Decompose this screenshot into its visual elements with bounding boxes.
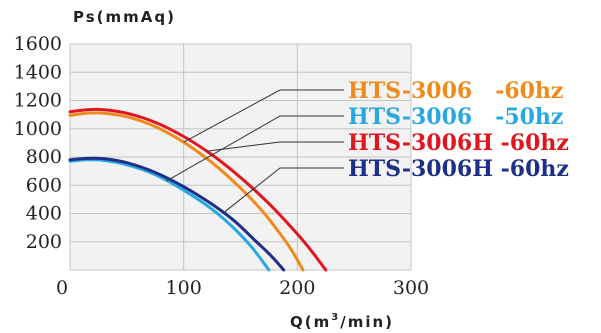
legend-label-1: HTS-3006 -60hz <box>348 78 563 104</box>
x-tick-label: 300 <box>393 277 429 299</box>
series-line-4 <box>68 156 286 272</box>
legend-leader-line <box>223 167 344 214</box>
legend-leader-line <box>206 141 344 152</box>
x-axis-title-superscript: 3 <box>331 312 340 323</box>
y-tick-label: 1600 <box>14 33 62 55</box>
legend-label-4: HTS-3006H -60hz <box>348 156 569 182</box>
y-tick-label: 800 <box>26 146 62 168</box>
series-line-1 <box>68 111 305 272</box>
x-axis-title: Q(m3/min) <box>290 312 394 331</box>
legend-label-3: HTS-3006H -60hz <box>348 130 569 156</box>
y-tick-label: 400 <box>26 203 62 225</box>
y-axis-title: Ps(mmAq) <box>73 8 176 26</box>
y-tick-label: 1200 <box>14 90 62 112</box>
x-axis-title-tail: /min) <box>340 313 394 331</box>
x-tick-label: 0 <box>56 277 68 299</box>
y-tick-label: 1000 <box>14 118 62 140</box>
y-tick-label: 600 <box>26 174 62 196</box>
y-tick-label: 1400 <box>14 61 62 83</box>
legend-leader-line <box>166 115 344 182</box>
tick-labels: 1600 1400 1200 1000 800 600 400 200 0 100 200 300 <box>14 33 429 299</box>
x-tick-label: 100 <box>166 277 202 299</box>
y-tick-label: 200 <box>26 231 62 253</box>
x-tick-label: 200 <box>279 277 315 299</box>
legend-label-2: HTS-3006 -50hz <box>348 104 563 130</box>
legend-leader-line <box>183 89 344 143</box>
series-lines <box>68 107 328 272</box>
series-line-3 <box>68 107 328 272</box>
grid <box>69 43 412 271</box>
series-line-2 <box>68 158 271 272</box>
x-axis-title-main: Q(m <box>290 313 331 331</box>
legend-leaders <box>166 89 344 214</box>
